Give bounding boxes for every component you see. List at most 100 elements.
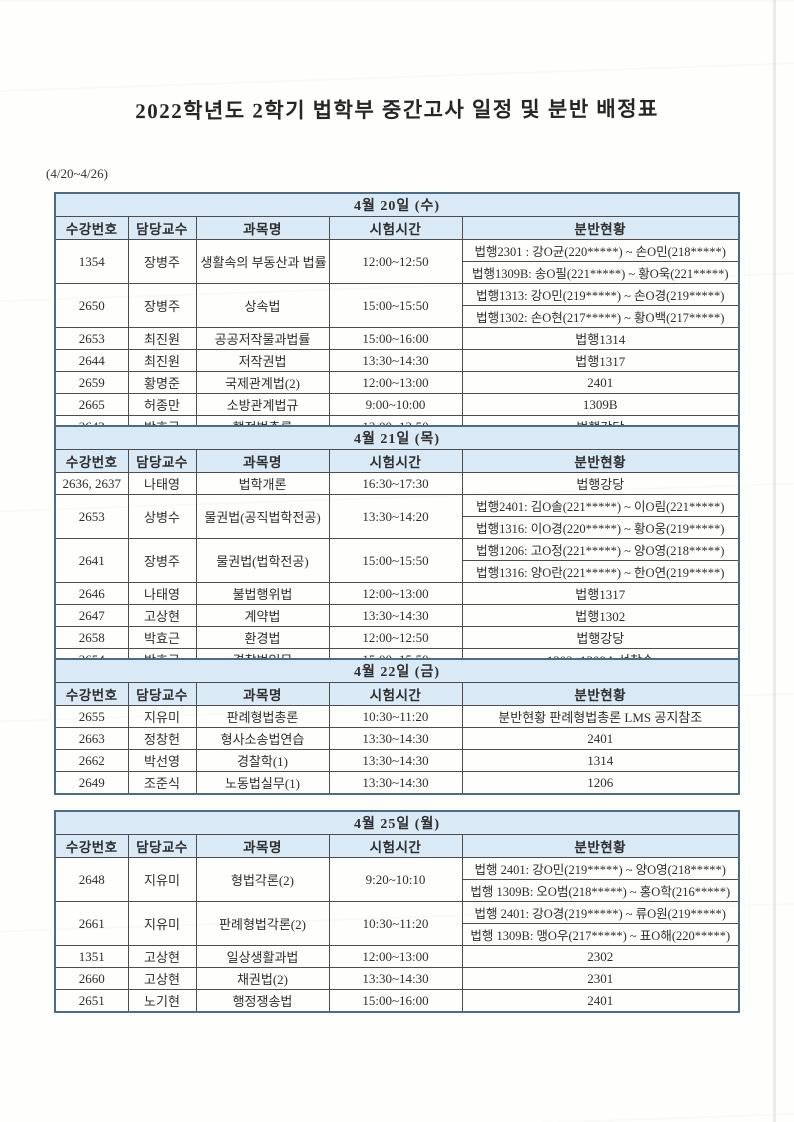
section-assignment-cell: 2302 [461, 945, 740, 968]
professor-cell: 최진원 [127, 349, 197, 372]
course-code-cell: 2636, 2637 [54, 472, 129, 495]
table-row: 2665 허종만 소방관계법규 9:00~10:00 1309B [54, 393, 740, 416]
exam-time-cell: 10:30~11:20 [328, 901, 463, 946]
exam-table: 4월 22일 (금) 수강번호 담당교수 과목명 시험시간 분반현황 2655 지유미 판례형법… [54, 658, 741, 795]
exam-time-cell: 16:30~17:30 [328, 472, 463, 495]
section-assignment-cell: 2301 [461, 967, 740, 990]
table-row: 2641 장병주 물권법(법학전공) 15:00~15:50 법행1206: 고O정(2… [54, 538, 740, 583]
column-header-5: 분반현황 [461, 216, 740, 240]
column-header-1: 수강번호 [54, 449, 129, 473]
course-name-cell: 국제관계법(2) [195, 371, 330, 394]
section-assignment-cell: 1314 [461, 749, 740, 772]
column-header-4: 시험시간 [328, 216, 463, 240]
table-row: 2644 최진원 저작권법 13:30~14:30 법행1317 [54, 349, 740, 372]
section-assignment-cell: 법행강당 [461, 472, 740, 495]
exam-time-cell: 13:30~14:30 [328, 349, 463, 372]
professor-cell: 상병수 [127, 494, 197, 539]
table-date-header: 4월 25일 (월) [54, 810, 740, 835]
course-code-cell: 2653 [54, 327, 129, 350]
table-row: 2653 최진원 공공저작물과법률 15:00~16:00 법행1314 [54, 327, 740, 350]
professor-cell: 장병주 [127, 283, 197, 328]
professor-cell: 장병주 [127, 239, 197, 284]
course-code-cell: 2651 [54, 989, 129, 1013]
course-code-cell: 2644 [54, 349, 129, 372]
exam-table-3: 4월 22일 (금) 수강번호 담당교수 과목명 시험시간 분반현황 2655 지유미 판례형법… [54, 658, 741, 795]
exam-time-cell: 13:30~14:20 [328, 494, 463, 539]
course-name-cell: 환경법 [195, 626, 330, 649]
exam-time-cell: 15:00~16:00 [328, 327, 463, 350]
professor-cell: 장병주 [127, 538, 197, 583]
exam-time-cell: 15:00~16:00 [328, 989, 463, 1013]
section-assignment-cell: 법행1317 [461, 349, 740, 372]
column-header-5: 분반현황 [461, 834, 740, 858]
exam-table: 4월 25일 (월) 수강번호 담당교수 과목명 시험시간 분반현황 2648 지유미 형법각론… [54, 810, 741, 1013]
section-assignment-cell: 법행1206: 고O정(221*****) ~ 양O영(218*****) [461, 538, 740, 561]
course-name-cell: 계약법 [195, 604, 330, 627]
table-row: 2663 정창헌 형사소송법연습 13:30~14:30 2401 [54, 727, 740, 750]
table-row: 2662 박선영 경찰학(1) 13:30~14:30 1314 [54, 749, 740, 772]
course-code-cell: 2650 [54, 283, 129, 328]
column-header-3: 과목명 [195, 834, 330, 858]
column-header-5: 분반현황 [461, 682, 740, 706]
course-code-cell: 2646 [54, 582, 129, 605]
professor-cell: 노기현 [127, 989, 197, 1013]
professor-cell: 지유미 [127, 857, 197, 902]
column-header-5: 분반현황 [461, 449, 740, 473]
column-header-4: 시험시간 [328, 449, 463, 473]
section-assignment-cell: 법행2301 : 강O균(220*****) ~ 손O민(218*****) [461, 239, 740, 262]
table-row: 2649 조준식 노동법실무(1) 13:30~14:30 1206 [54, 771, 740, 795]
table-row: 2650 장병주 상속법 15:00~15:50 법행1313: 강O민(219****… [54, 283, 740, 328]
table-row: 2655 지유미 판례형법총론 10:30~11:20 분반현황 판례형법총론 LMS … [54, 705, 740, 728]
exam-table: 4월 21일 (목) 수강번호 담당교수 과목명 시험시간 분반현황 2636, 2637 나… [54, 425, 741, 672]
professor-cell: 조준식 [127, 771, 197, 795]
section-assignment-cell: 법행1317 [461, 582, 740, 605]
professor-cell: 박효근 [127, 626, 197, 649]
section-assignment-cell: 1309B [461, 393, 740, 416]
table-subrow: 법행1302: 손O현(217*****) ~ 황O백(217*****) [55, 305, 740, 328]
course-name-cell: 물권법(공직법학전공) [195, 494, 330, 539]
column-header-2: 담당교수 [127, 682, 197, 706]
exam-table-4: 4월 25일 (월) 수강번호 담당교수 과목명 시험시간 분반현황 2648 지유미 형법각론… [54, 810, 741, 1013]
table-row: 2659 황명준 국제관계법(2) 12:00~13:00 2401 [54, 371, 740, 394]
course-name-cell: 형법각론(2) [195, 857, 330, 902]
exam-time-cell: 13:30~14:30 [328, 727, 463, 750]
page-title: 2022학년도 2학기 법학부 중간고사 일정 및 분반 배정표 [135, 96, 659, 124]
exam-time-cell: 12:00~12:50 [328, 626, 463, 649]
section-assignment-cell: 2401 [461, 989, 740, 1013]
professor-cell: 박선영 [127, 749, 197, 772]
course-name-cell: 소방관계법규 [195, 393, 330, 416]
table-row: 2658 박효근 환경법 12:00~12:50 법행강당 [54, 626, 740, 649]
course-code-cell: 1354 [54, 239, 129, 284]
course-code-cell: 1351 [54, 945, 129, 968]
course-code-cell: 2648 [54, 857, 129, 902]
professor-cell: 지유미 [127, 901, 197, 946]
course-code-cell: 2641 [54, 538, 129, 583]
section-assignment-cell: 법행강당 [461, 626, 740, 649]
table-date-header: 4월 22일 (금) [54, 658, 740, 683]
course-name-cell: 형사소송법연습 [195, 727, 330, 750]
professor-cell: 고상현 [127, 945, 197, 968]
section-assignment-cell: 법행1313: 강O민(219*****) ~ 손O경(219*****) [461, 283, 740, 306]
column-header-4: 시험시간 [328, 834, 463, 858]
section-assignment-cell: 법행 1309B: 오O범(218*****) ~ 홍O학(216*****) [461, 879, 740, 902]
section-assignment-cell: 법행1309B: 송O필(221*****) ~ 황O욱(221*****) [461, 261, 740, 284]
section-assignment-cell: 분반현황 판례형법총론 LMS 공지참조 [461, 705, 740, 728]
section-assignment-cell: 법행 1309B: 맹O우(217*****) ~ 표O해(220*****) [461, 923, 740, 946]
course-code-cell: 2653 [54, 494, 129, 539]
professor-cell: 허종만 [127, 393, 197, 416]
table-row: 2661 지유미 판례형법각론(2) 10:30~11:20 법행 2401: 강O경(… [54, 901, 740, 946]
section-assignment-cell: 법행1316: 이O경(220*****) ~ 황O웅(219*****) [461, 516, 740, 539]
table-row: 2660 고상현 채권법(2) 13:30~14:30 2301 [54, 967, 740, 990]
professor-cell: 나태영 [127, 582, 197, 605]
exam-time-cell: 12:00~12:50 [328, 239, 463, 284]
course-name-cell: 공공저작물과법률 [195, 327, 330, 350]
table-row: 2653 상병수 물권법(공직법학전공) 13:30~14:20 법행2401: 김O솔… [54, 494, 740, 539]
section-assignment-cell: 법행1314 [461, 327, 740, 350]
course-code-cell: 2662 [54, 749, 129, 772]
course-code-cell: 2647 [54, 604, 129, 627]
exam-time-cell: 13:30~14:30 [328, 967, 463, 990]
exam-time-cell: 12:00~13:00 [328, 582, 463, 605]
course-name-cell: 일상생활과법 [195, 945, 330, 968]
column-header-1: 수강번호 [54, 834, 129, 858]
scan-edge-artifact [773, 0, 776, 1122]
